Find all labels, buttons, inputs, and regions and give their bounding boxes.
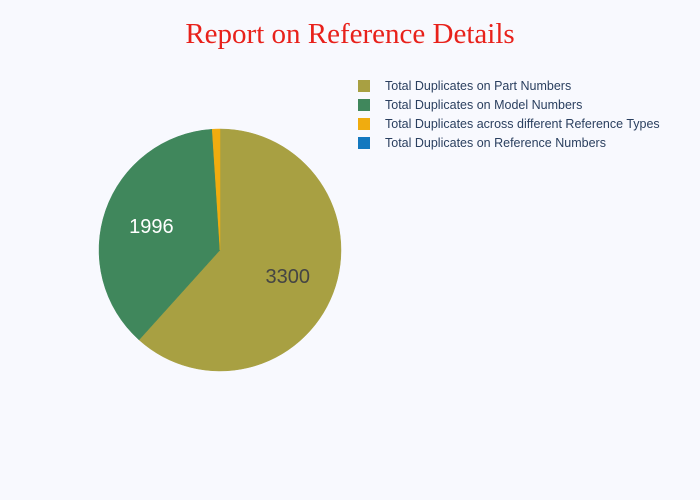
legend-label: Total Duplicates across different Refere… [385,116,660,131]
legend-label: Total Duplicates on Model Numbers [385,97,583,112]
pie-slice-1[interactable] [98,128,221,341]
chart-legend: Total Duplicates on Part Numbers Total Du… [358,76,660,152]
legend-label: Total Duplicates on Reference Numbers [385,135,606,150]
legend-item-3[interactable]: Total Duplicates on Reference Numbers [358,133,660,152]
pie-slice-label-1: 1996 [129,216,174,238]
chart-title: Report on Reference Details [185,18,515,50]
pie-slice-2[interactable] [211,128,221,251]
legend-swatch [358,117,370,130]
legend-item-2[interactable]: Total Duplicates across different Refere… [358,114,660,133]
legend-item-0[interactable]: Total Duplicates on Part Numbers [358,76,660,95]
legend-swatch [358,79,370,92]
pie-slice-label-0: 3300 [266,266,311,288]
legend-swatch [358,98,370,111]
legend-label: Total Duplicates on Part Numbers [385,78,572,93]
legend-swatch [358,136,370,149]
pie-slice-0[interactable] [138,128,342,372]
legend-item-1[interactable]: Total Duplicates on Model Numbers [358,95,660,114]
